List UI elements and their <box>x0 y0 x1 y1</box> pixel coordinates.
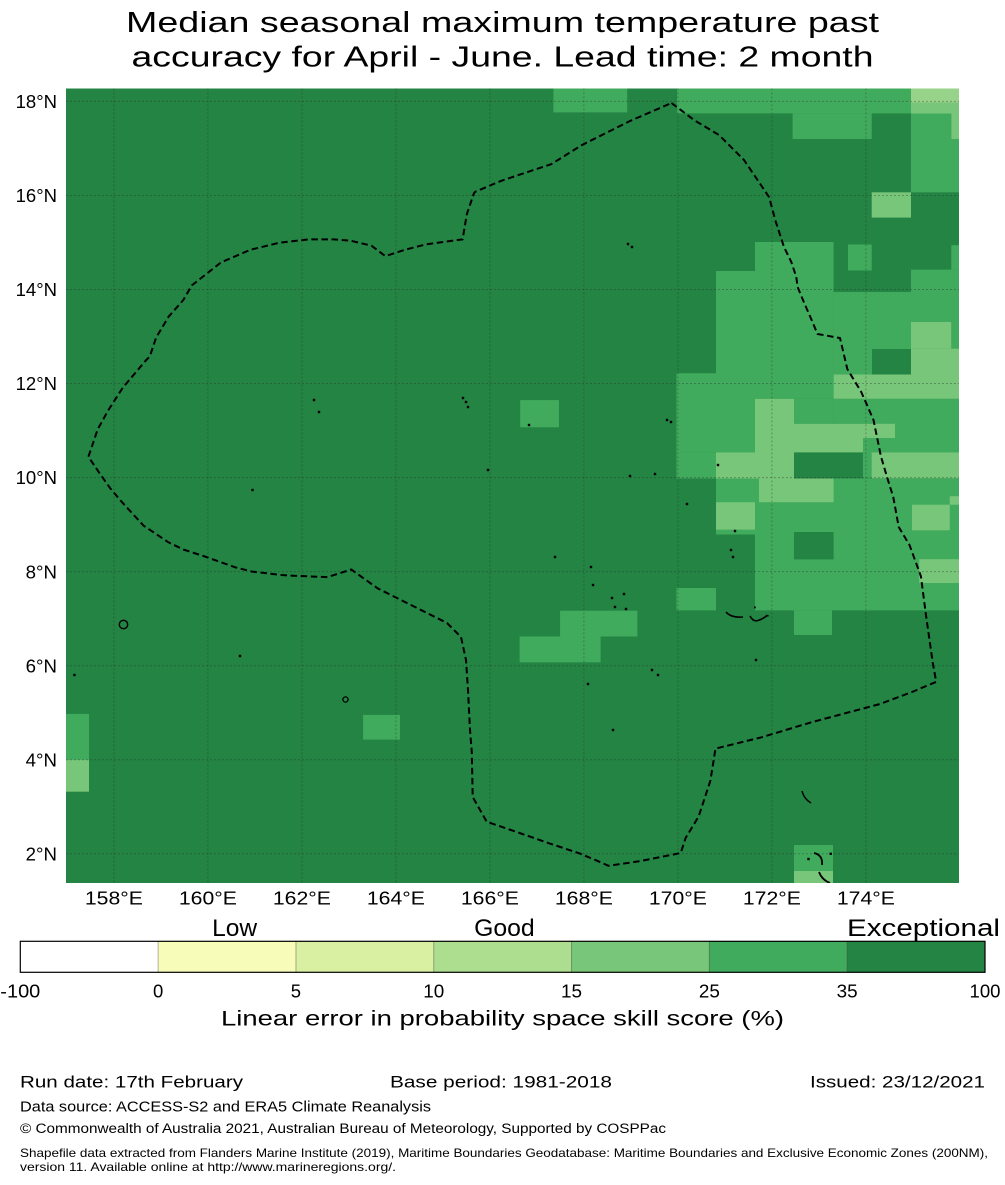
svg-text:Shapefile data extracted from: Shapefile data extracted from Flanders M… <box>20 1147 988 1160</box>
svg-text:version 11. Available online a: version 11. Available online at http://w… <box>20 1161 396 1174</box>
svg-text:160°E: 160°E <box>179 888 237 909</box>
svg-text:0: 0 <box>153 981 163 1002</box>
svg-text:35: 35 <box>837 981 858 1002</box>
svg-text:Base period: 1981-2018: Base period: 1981-2018 <box>390 1073 612 1092</box>
svg-text:162°E: 162°E <box>273 888 331 909</box>
svg-text:8°N: 8°N <box>26 562 57 582</box>
svg-text:accuracy for April - June. Lea: accuracy for April - June. Lead time: 2 … <box>132 42 874 74</box>
svg-text:100: 100 <box>970 981 1001 1002</box>
svg-text:6°N: 6°N <box>26 656 57 676</box>
svg-text:166°E: 166°E <box>461 888 519 909</box>
svg-text:-100: -100 <box>0 981 40 1002</box>
svg-text:18°N: 18°N <box>16 92 57 112</box>
svg-text:2°N: 2°N <box>26 844 57 864</box>
svg-text:5: 5 <box>291 981 301 1002</box>
svg-text:174°E: 174°E <box>837 888 895 909</box>
svg-text:10: 10 <box>423 981 444 1002</box>
svg-text:168°E: 168°E <box>555 888 613 909</box>
svg-text:10°N: 10°N <box>16 468 57 488</box>
svg-text:172°E: 172°E <box>743 888 801 909</box>
svg-text:15: 15 <box>561 981 582 1002</box>
svg-text:© Commonwealth of Australia 20: © Commonwealth of Australia 2021, Austra… <box>20 1121 666 1136</box>
svg-text:Linear error in probability sp: Linear error in probability space skill … <box>221 1007 784 1031</box>
svg-text:164°E: 164°E <box>367 888 425 909</box>
svg-text:Median seasonal maximum temper: Median seasonal maximum temperature past <box>126 7 879 39</box>
svg-text:16°N: 16°N <box>16 186 57 206</box>
svg-text:Good: Good <box>474 915 535 942</box>
svg-text:Data source: ACCESS-S2 and ERA: Data source: ACCESS-S2 and ERA5 Climate … <box>20 1099 431 1116</box>
svg-text:12°N: 12°N <box>16 374 57 394</box>
svg-text:Low: Low <box>212 915 258 942</box>
svg-text:Issued: 23/12/2021: Issued: 23/12/2021 <box>810 1073 985 1092</box>
svg-text:Exceptional: Exceptional <box>847 915 1000 942</box>
svg-text:158°E: 158°E <box>85 888 143 909</box>
svg-text:Run date: 17th February: Run date: 17th February <box>20 1073 244 1092</box>
svg-text:4°N: 4°N <box>26 750 57 770</box>
svg-text:25: 25 <box>699 981 720 1002</box>
svg-text:170°E: 170°E <box>649 888 707 909</box>
svg-text:14°N: 14°N <box>16 280 57 300</box>
